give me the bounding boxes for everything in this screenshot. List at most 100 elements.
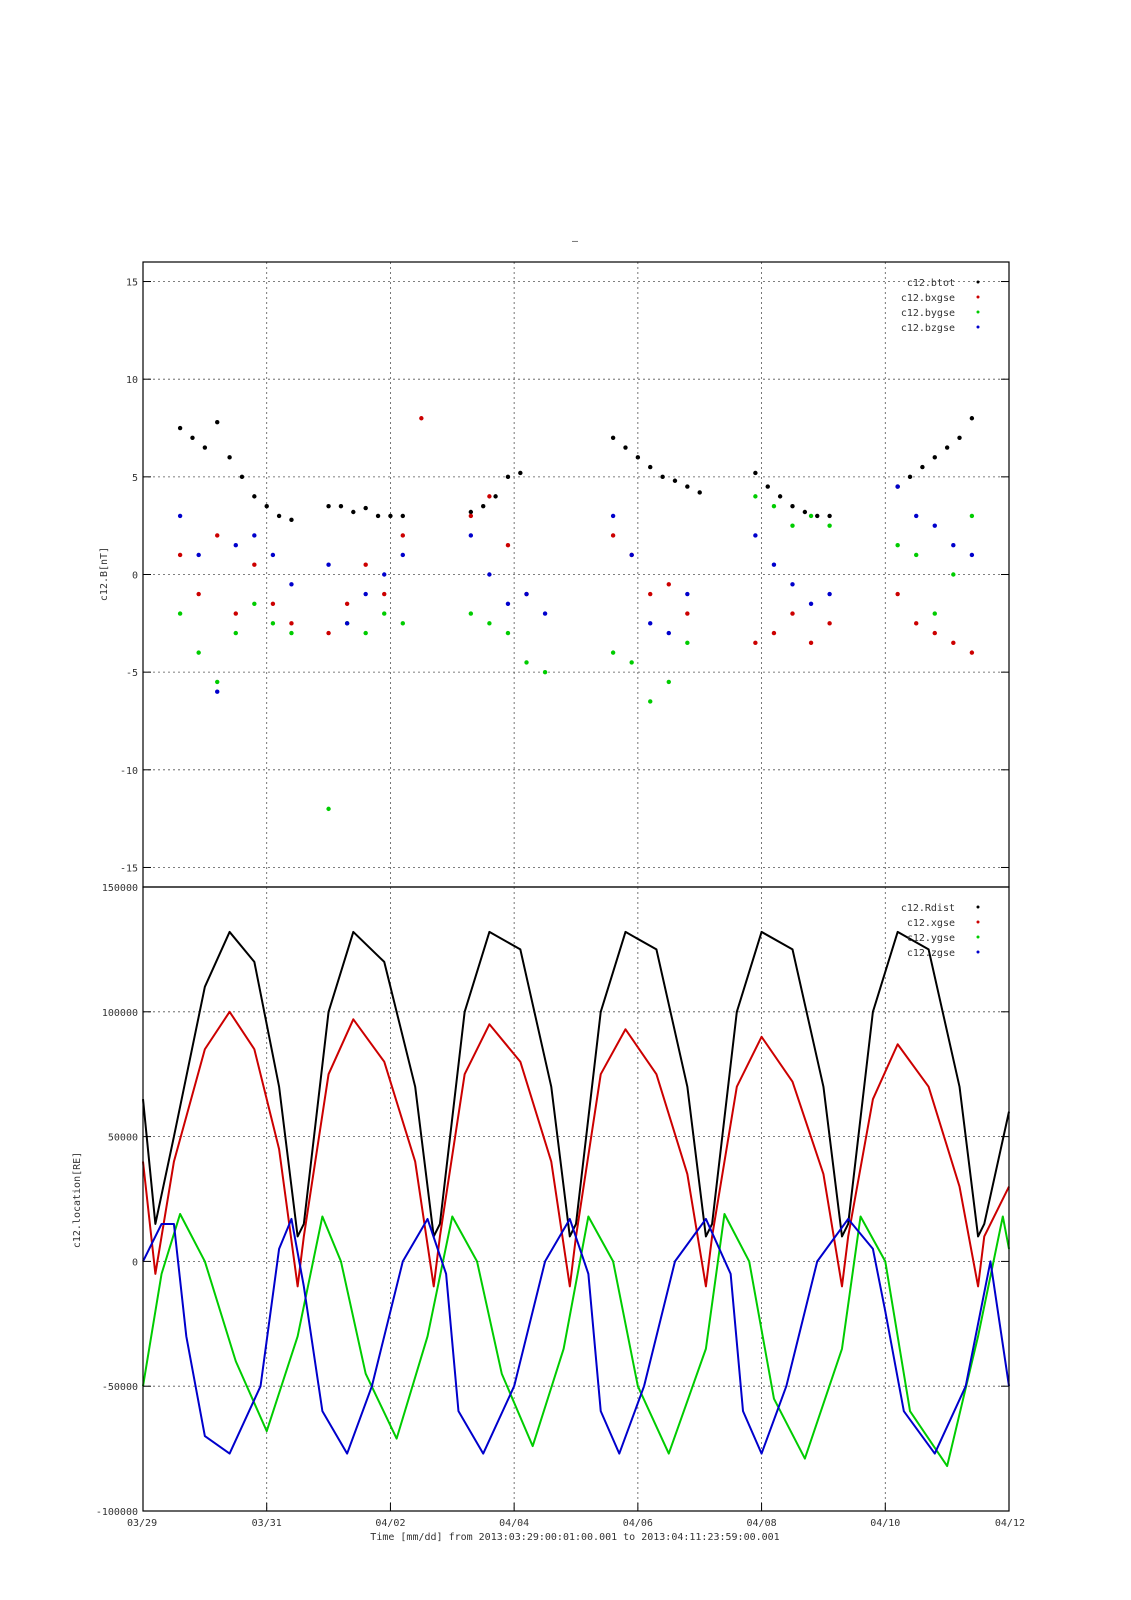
data-point: [382, 591, 387, 597]
data-point: [400, 513, 405, 519]
data-point: [969, 552, 975, 558]
data-point: [289, 630, 294, 636]
data-point: [289, 517, 294, 523]
data-point: [233, 543, 238, 548]
data-point: [344, 601, 350, 606]
data-point: [790, 611, 795, 616]
data-point: [190, 435, 195, 440]
data-point: [932, 630, 937, 636]
data-point: [648, 591, 653, 597]
data-point: [969, 416, 975, 421]
data-point: [753, 494, 758, 499]
data-point: [914, 621, 919, 626]
data-point: [270, 552, 276, 558]
data-point: [524, 660, 529, 665]
y-tick-label: 15: [126, 278, 138, 289]
x-tick-label: 04/08: [747, 1518, 777, 1529]
data-point: [177, 611, 183, 616]
data-point: [487, 494, 492, 499]
data-point: [215, 689, 220, 694]
data-point: [635, 455, 641, 460]
legend-swatch: [976, 295, 980, 299]
data-point: [685, 611, 690, 616]
y-tick-label: -50000: [102, 1382, 138, 1393]
data-point: [264, 503, 269, 509]
data-point: [505, 630, 511, 636]
data-point: [177, 425, 183, 431]
data-point: [363, 505, 368, 511]
data-point: [338, 503, 344, 509]
data-point: [648, 621, 653, 626]
data-point: [610, 533, 616, 538]
data-point: [177, 513, 183, 519]
data-point: [802, 509, 808, 515]
legend-swatch: [976, 280, 980, 284]
data-point: [808, 640, 814, 646]
panel-2-ylabel: c12.location[RE]: [72, 1152, 83, 1248]
data-point: [524, 591, 529, 597]
x-tick-label: 03/29: [127, 1518, 157, 1529]
data-point: [505, 474, 511, 480]
panel-2-frame: [142, 886, 1010, 1512]
data-point: [344, 621, 350, 626]
data-point: [326, 503, 331, 509]
data-point: [951, 543, 956, 548]
data-point: [685, 640, 690, 646]
data-point: [326, 630, 331, 636]
series-line: [142, 1010, 1010, 1288]
data-point: [672, 478, 678, 483]
y-tick-label: 100000: [102, 1008, 138, 1019]
data-point: [790, 582, 795, 587]
data-point: [685, 484, 690, 489]
data-point: [827, 523, 832, 528]
data-point: [270, 621, 276, 626]
y-tick-label: 5: [132, 473, 138, 484]
y-tick-label: 50000: [108, 1133, 138, 1144]
data-point: [400, 552, 405, 558]
legend-swatch: [976, 905, 980, 909]
data-point: [400, 533, 405, 538]
panel-1-yticks: -15 -10 -5 0 5 10 15: [120, 278, 1009, 874]
data-point: [239, 474, 245, 480]
data-point: [252, 533, 257, 538]
data-point: [542, 669, 548, 675]
data-point: [270, 601, 276, 606]
y-tick-label: -10: [120, 766, 138, 777]
data-point: [487, 621, 492, 626]
data-point: [215, 679, 220, 685]
data-point: [363, 591, 368, 597]
data-point: [363, 562, 368, 567]
data-point: [815, 513, 820, 519]
panel-2-grid: [143, 887, 1009, 1511]
data-point: [518, 470, 523, 476]
data-point: [932, 523, 937, 528]
data-point: [932, 611, 937, 616]
data-point: [252, 601, 257, 606]
data-point: [610, 435, 616, 440]
data-point: [944, 445, 950, 450]
data-point: [895, 543, 900, 548]
data-point: [914, 552, 919, 558]
series-line: [142, 1217, 1010, 1455]
legend-swatch: [976, 325, 980, 329]
data-point: [542, 611, 548, 616]
data-point: [951, 640, 956, 646]
panel-2-yticks: -100000 -50000 0 50000 100000 150000: [96, 883, 1009, 1518]
y-tick-label: 0: [132, 571, 138, 582]
data-point: [932, 455, 937, 460]
data-point: [289, 621, 294, 626]
data-point: [771, 503, 777, 509]
x-tick-label: 04/02: [375, 1518, 405, 1529]
series-line: [142, 1212, 1010, 1468]
data-point: [623, 445, 628, 450]
data-point: [777, 494, 783, 499]
legend-label: c12.btot: [907, 278, 955, 289]
data-point: [468, 513, 474, 519]
data-point: [326, 562, 331, 567]
data-point: [227, 455, 232, 460]
data-point: [969, 513, 975, 519]
legend-swatch: [976, 310, 980, 314]
data-point: [957, 435, 962, 440]
data-point: [895, 591, 900, 597]
x-axis-ticks: 03/29 03/31 04/02 04/04 04/06 04/08 04/10 04/12: [127, 1503, 1025, 1529]
